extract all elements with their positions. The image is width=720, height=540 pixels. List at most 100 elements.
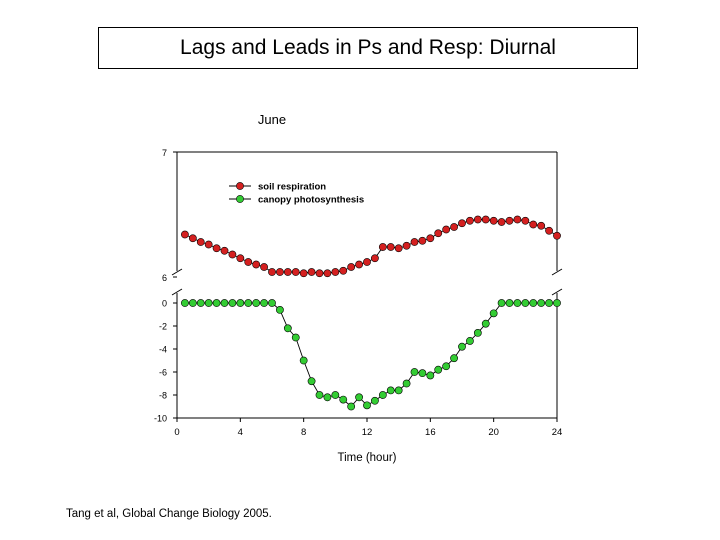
series-point-2 bbox=[181, 299, 189, 307]
series-point-1 bbox=[260, 263, 268, 271]
series-point-1 bbox=[497, 218, 506, 226]
legend-marker-2 bbox=[236, 195, 244, 203]
series-point-1 bbox=[418, 236, 427, 245]
x-tick-label: 12 bbox=[362, 427, 373, 438]
series-point-1 bbox=[355, 260, 363, 269]
x-tick-label: 4 bbox=[238, 427, 243, 438]
series-point-1 bbox=[291, 268, 300, 276]
series-point-1 bbox=[228, 250, 237, 259]
series-point-1 bbox=[283, 268, 292, 276]
series-point-2 bbox=[291, 333, 300, 342]
series-point-2 bbox=[355, 393, 363, 402]
series-point-2 bbox=[466, 337, 474, 345]
axis-break-mark-lower-1 bbox=[551, 288, 563, 296]
series-line-1 bbox=[184, 219, 558, 274]
series-point-1 bbox=[196, 238, 205, 246]
slide-title-text: Lags and Leads in Ps and Resp: Diurnal bbox=[180, 36, 556, 59]
series-point-2 bbox=[283, 324, 292, 333]
citation: Tang et al, Global Change Biology 2005. bbox=[66, 508, 272, 520]
series-point-2 bbox=[212, 299, 221, 307]
series-point-1 bbox=[236, 254, 245, 263]
series-point-1 bbox=[394, 244, 403, 253]
chart-title: June bbox=[258, 112, 286, 127]
series-point-2 bbox=[497, 299, 506, 307]
y-tick-label-upper: 6 bbox=[162, 273, 167, 283]
series-point-2 bbox=[434, 365, 443, 374]
series-point-1 bbox=[315, 269, 324, 278]
x-tick-label: 24 bbox=[552, 427, 563, 438]
series-point-1 bbox=[371, 254, 379, 263]
y-tick-label-lower: -6 bbox=[159, 368, 167, 378]
series-point-2 bbox=[307, 377, 316, 386]
series-point-2 bbox=[371, 396, 379, 405]
y-tick-label-lower: -10 bbox=[154, 414, 167, 424]
y-tick-label-lower: -4 bbox=[159, 345, 167, 355]
x-tick-label: 8 bbox=[301, 427, 306, 438]
series-point-1 bbox=[181, 230, 189, 239]
series-point-2 bbox=[188, 299, 197, 307]
slide-title: Lags and Leads in Ps and Resp: Diurnal bbox=[98, 27, 638, 69]
series-point-1 bbox=[553, 231, 561, 240]
series-point-2 bbox=[545, 299, 553, 307]
series-point-2 bbox=[529, 299, 538, 307]
series-point-2 bbox=[204, 299, 213, 307]
series-point-1 bbox=[513, 215, 522, 224]
x-axis-label: Time (hour) bbox=[338, 452, 397, 464]
series-point-2 bbox=[473, 328, 482, 337]
series-point-1 bbox=[268, 268, 276, 276]
series-point-1 bbox=[466, 216, 474, 225]
series-point-2 bbox=[402, 379, 411, 388]
series-point-2 bbox=[339, 395, 348, 404]
series-point-1 bbox=[521, 216, 530, 225]
y-tick-label-lower: -2 bbox=[159, 322, 167, 332]
legend-marker-1 bbox=[236, 182, 244, 190]
series-point-1 bbox=[212, 244, 221, 253]
series-point-1 bbox=[299, 269, 308, 278]
series-point-1 bbox=[323, 269, 332, 278]
series-point-1 bbox=[529, 220, 538, 229]
series-line-2 bbox=[184, 302, 557, 408]
series-point-1 bbox=[244, 258, 253, 266]
series-point-1 bbox=[386, 243, 395, 251]
x-tick-label: 20 bbox=[488, 427, 499, 438]
series-point-2 bbox=[537, 299, 546, 307]
series-point-1 bbox=[252, 260, 261, 269]
series-point-1 bbox=[363, 258, 371, 266]
axis-break-mark-lower-0 bbox=[171, 288, 183, 296]
series-point-2 bbox=[236, 299, 245, 307]
y-tick-label-upper: 7 bbox=[162, 148, 167, 158]
x-tick-label: 0 bbox=[174, 427, 179, 438]
axis-break-mark-upper-1 bbox=[551, 268, 563, 276]
series-point-1 bbox=[347, 263, 356, 271]
series-layer bbox=[181, 215, 561, 411]
series-point-2 bbox=[220, 299, 229, 307]
series-point-2 bbox=[276, 305, 284, 314]
legend: soil respiration canopy photosynthesis bbox=[229, 182, 364, 206]
series-point-2 bbox=[323, 393, 332, 402]
series-point-1 bbox=[276, 268, 284, 276]
series-point-2 bbox=[553, 299, 561, 307]
series-point-2 bbox=[196, 299, 205, 307]
series-point-2 bbox=[450, 354, 458, 363]
series-point-1 bbox=[331, 268, 340, 276]
series-point-2 bbox=[386, 386, 395, 395]
series-point-1 bbox=[410, 238, 419, 246]
series-point-1 bbox=[505, 216, 514, 225]
series-point-2 bbox=[458, 342, 466, 351]
series-point-2 bbox=[244, 299, 253, 307]
series-point-1 bbox=[481, 215, 490, 224]
series-point-1 bbox=[434, 229, 443, 238]
series-point-2 bbox=[268, 299, 276, 307]
series-point-2 bbox=[347, 402, 356, 411]
series-point-2 bbox=[394, 386, 403, 395]
series-point-2 bbox=[410, 368, 419, 376]
series-point-1 bbox=[442, 225, 451, 234]
series-point-2 bbox=[260, 299, 268, 307]
series-point-2 bbox=[378, 391, 387, 399]
series-point-2 bbox=[228, 299, 237, 307]
series-point-2 bbox=[252, 299, 261, 307]
axes: 6 7 0 -2 -4 -6 -8 -10 0 4 8 12 16 20 24 bbox=[154, 148, 562, 438]
series-point-1 bbox=[450, 223, 458, 231]
axis-break-mark-upper-0 bbox=[171, 268, 183, 276]
